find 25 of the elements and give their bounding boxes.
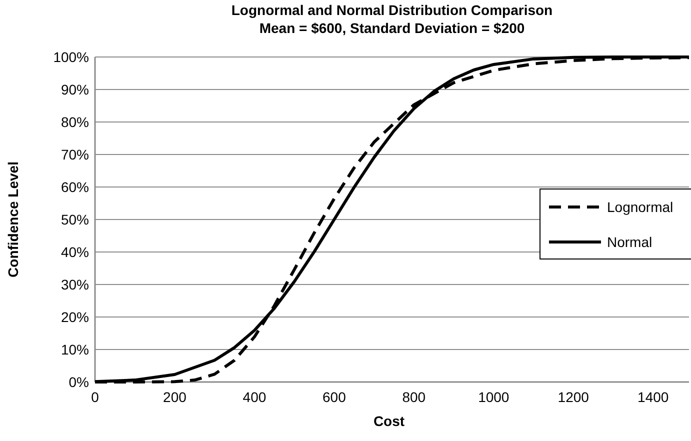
x-tick-label: 0 bbox=[91, 389, 100, 405]
x-tick-label: 1000 bbox=[478, 389, 510, 405]
y-tick-label: 50% bbox=[60, 211, 89, 228]
x-tick-label: 600 bbox=[322, 389, 346, 405]
y-tick-label: 70% bbox=[60, 146, 89, 162]
x-axis-title: Cost bbox=[373, 413, 405, 429]
x-tick-label: 800 bbox=[402, 389, 426, 405]
x-tick-label: 200 bbox=[163, 389, 187, 405]
y-tick-label: 30% bbox=[60, 276, 89, 292]
y-tick-label: 80% bbox=[60, 114, 89, 130]
x-tick-label: 400 bbox=[242, 389, 266, 405]
y-tick-label: 10% bbox=[60, 341, 89, 358]
y-tick-label: 40% bbox=[60, 244, 89, 260]
legend-label: Normal bbox=[607, 234, 652, 250]
y-tick-label: 100% bbox=[53, 48, 89, 65]
y-tick-label: 0% bbox=[68, 374, 89, 390]
legend-label: Lognormal bbox=[607, 198, 674, 215]
x-tick-label: 1400 bbox=[638, 389, 669, 405]
y-tick-label: 20% bbox=[60, 308, 89, 325]
chart-subtitle: Mean = $600, Standard Deviation = $200 bbox=[259, 20, 525, 36]
x-tick-label: 1200 bbox=[558, 389, 590, 405]
y-tick-label: 60% bbox=[60, 178, 89, 195]
chart-title: Lognormal and Normal Distribution Comparison bbox=[231, 2, 553, 18]
y-axis-title: Confidence Level bbox=[5, 162, 21, 278]
y-tick-label: 90% bbox=[60, 81, 89, 98]
